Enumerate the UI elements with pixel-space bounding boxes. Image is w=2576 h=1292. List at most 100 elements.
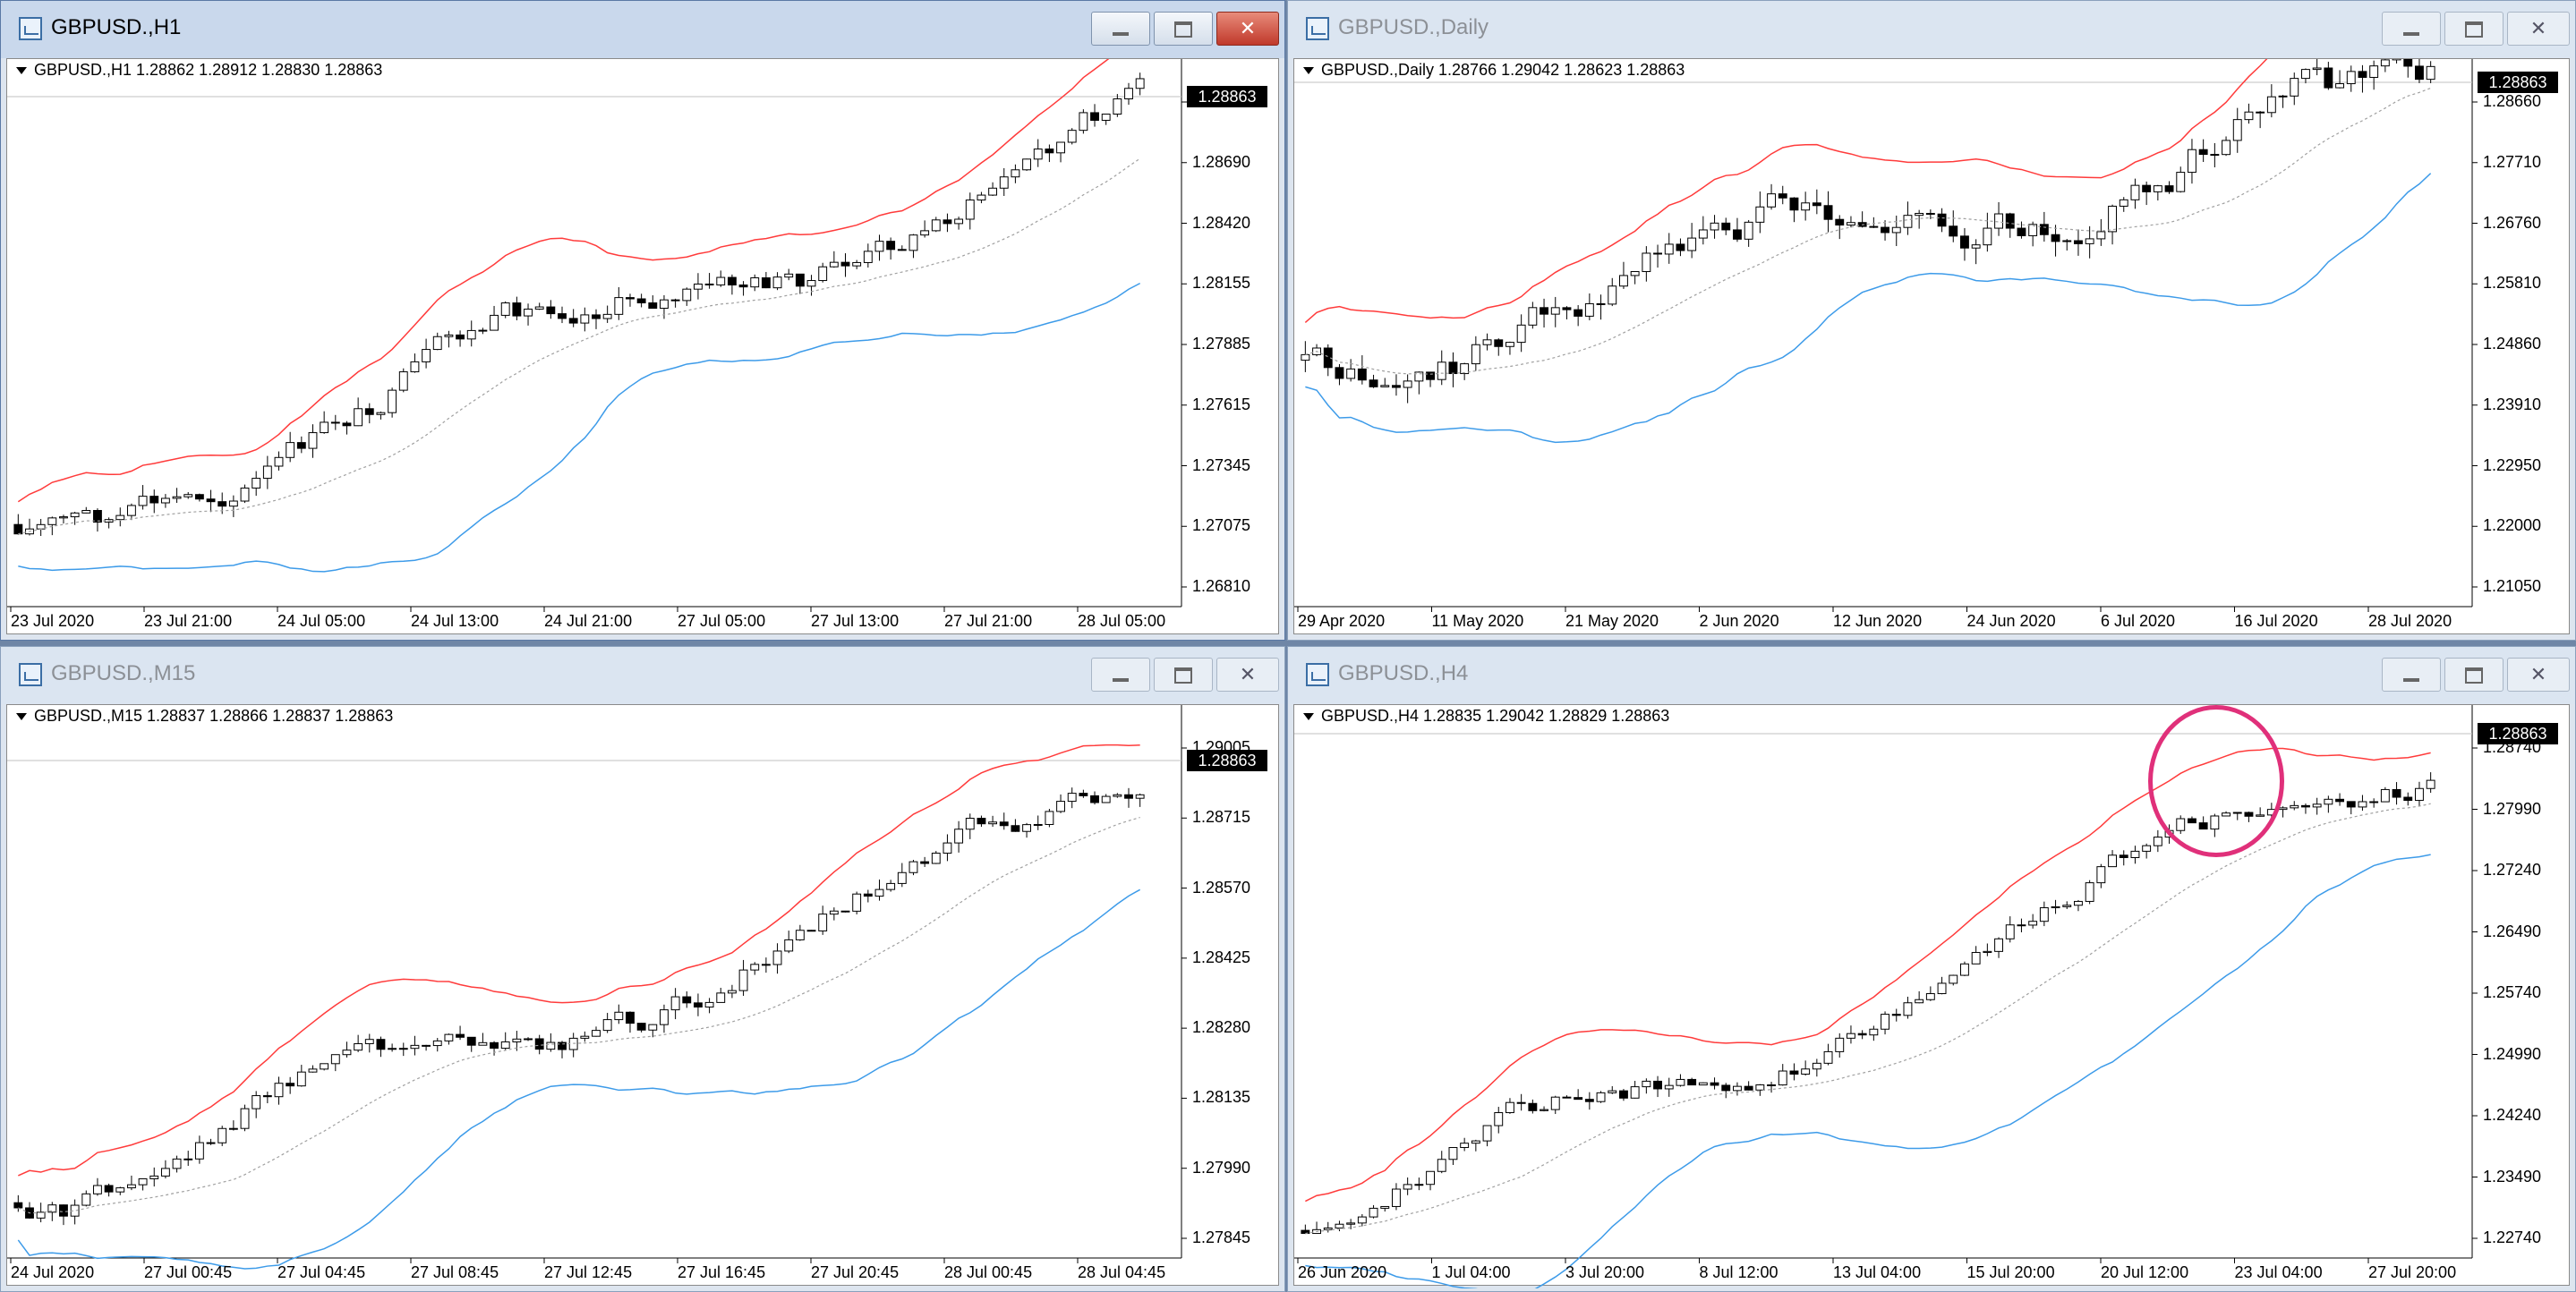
candle-body: [2380, 788, 2390, 803]
candle-body: [1891, 1014, 1901, 1016]
candle-body: [2164, 185, 2174, 192]
candle-body: [1789, 197, 1799, 211]
bollinger-lower-band: [18, 282, 1141, 573]
candle-body: [149, 1175, 159, 1179]
candle-body: [81, 1193, 91, 1206]
candle-body: [1812, 202, 1821, 207]
candle-body: [874, 241, 884, 252]
candle-body: [1698, 229, 1708, 239]
close-button[interactable]: ✕: [2507, 658, 2570, 692]
candle-body: [1067, 793, 1077, 803]
candle-body: [1562, 1096, 1572, 1099]
candle-body: [772, 950, 782, 965]
dropdown-triangle-icon[interactable]: [16, 67, 27, 75]
close-button[interactable]: ✕: [2507, 12, 2570, 46]
time-label: 11 May 2020: [1431, 612, 1524, 630]
candle-body: [1881, 226, 1889, 234]
minimize-button[interactable]: [1091, 658, 1150, 692]
dropdown-triangle-icon[interactable]: [16, 713, 27, 721]
candle-body: [806, 280, 816, 287]
chart-area[interactable]: GBPUSD.,Daily 1.28766 1.29042 1.28623 1.…: [1293, 58, 2570, 634]
candle-body: [1090, 795, 1099, 803]
maximize-button[interactable]: [2444, 658, 2503, 692]
ohlc-readout: GBPUSD.,H4 1.28835 1.29042 1.28829 1.288…: [1321, 707, 1670, 725]
candle-body: [1067, 130, 1077, 143]
chart-area[interactable]: GBPUSD.,H4 1.28835 1.29042 1.28829 1.288…: [1293, 704, 2570, 1288]
price-label: 1.22000: [2483, 516, 2542, 535]
candle-body: [795, 930, 805, 940]
dropdown-triangle-icon[interactable]: [1303, 67, 1314, 75]
price-label: 1.24990: [2483, 1044, 2542, 1063]
candle-body: [47, 1204, 57, 1213]
title-bar[interactable]: GBPUSD.,H4 ✕: [1288, 647, 2575, 704]
chart-area[interactable]: GBPUSD.,H1 1.28862 1.28912 1.28830 1.288…: [6, 58, 1279, 634]
candle-body: [2198, 149, 2208, 156]
window-title: GBPUSD.,M15: [51, 661, 196, 685]
candle-body: [999, 821, 1009, 827]
title-bar[interactable]: GBPUSD.,H1 ✕: [1, 1, 1284, 58]
candle-body: [1733, 229, 1742, 240]
candle-body: [2290, 78, 2299, 97]
candle-body: [2278, 807, 2288, 811]
candle-body: [784, 939, 794, 952]
candle-body: [1135, 794, 1145, 799]
bollinger-lower-band: [1305, 173, 2432, 444]
bollinger-middle-band: [1305, 87, 2431, 375]
bollinger-upper-band: [1304, 59, 2268, 323]
price-label: 1.24240: [2483, 1106, 2542, 1124]
time-label: 23 Jul 04:00: [2234, 1263, 2323, 1281]
chart-window-daily[interactable]: GBPUSD.,Daily ✕ GBPUSD.,Daily 1.28766 1.…: [1287, 0, 2576, 641]
maximize-button[interactable]: [1154, 12, 1213, 46]
dropdown-triangle-icon[interactable]: [1303, 713, 1314, 721]
candle-body: [2096, 866, 2106, 884]
candle-body: [1079, 112, 1088, 132]
chart-window-h4[interactable]: GBPUSD.,H4 ✕ GBPUSD.,H4 1.28835 1.29042 …: [1287, 646, 2576, 1292]
candle-body: [252, 478, 261, 489]
chart-window-m15[interactable]: GBPUSD.,M15 ✕ GBPUSD.,M15 1.28837 1.2886…: [0, 646, 1285, 1292]
candle-body: [2415, 787, 2424, 802]
title-bar[interactable]: GBPUSD.,M15 ✕: [1, 647, 1284, 704]
candle-body: [2051, 905, 2060, 909]
candle-body: [693, 1002, 703, 1008]
candle-body: [1596, 1092, 1606, 1102]
price-label: 1.25810: [2483, 274, 2542, 293]
title-bar[interactable]: GBPUSD.,Daily ✕: [1288, 1, 2575, 58]
candles-group: [1301, 772, 2435, 1235]
price-label: 1.28715: [1192, 808, 1251, 827]
price-plot: [7, 59, 1187, 612]
candle-body: [160, 497, 170, 504]
ohlc-readout: GBPUSD.,Daily 1.28766 1.29042 1.28623 1.…: [1321, 61, 1685, 79]
candle-body: [1687, 237, 1697, 251]
close-button[interactable]: ✕: [1216, 658, 1279, 692]
time-label: 13 Jul 04:00: [1833, 1263, 1922, 1281]
candle-body: [1540, 307, 1548, 315]
maximize-button[interactable]: [2444, 12, 2503, 46]
minimize-button[interactable]: [1091, 12, 1150, 46]
chart-window-h1[interactable]: GBPUSD.,H1 ✕ GBPUSD.,H1 1.28862 1.28912 …: [0, 0, 1285, 641]
candle-body: [218, 1127, 227, 1143]
maximize-button[interactable]: [1154, 658, 1213, 692]
minimize-button[interactable]: [2382, 12, 2441, 46]
candle-body: [1925, 993, 1935, 1000]
candle-body: [398, 1048, 408, 1050]
maximize-icon: [1174, 667, 1192, 684]
candle-body: [1710, 222, 1719, 231]
candle-body: [1506, 1101, 1514, 1114]
candle-body: [500, 302, 510, 316]
candle-body: [727, 276, 737, 285]
close-button[interactable]: ✕: [1216, 12, 1279, 46]
candle-body: [478, 329, 488, 332]
candle-body: [886, 882, 896, 890]
candle-body: [592, 1030, 601, 1037]
candle-body: [206, 498, 216, 503]
candle-body: [2153, 837, 2162, 846]
candle-body: [2005, 924, 2015, 939]
price-label: 1.27075: [1192, 516, 1251, 535]
candle-body: [1710, 1082, 1719, 1086]
candle-body: [1721, 1084, 1731, 1092]
candle-body: [1022, 158, 1032, 171]
bollinger-middle-band: [1305, 803, 2431, 1235]
chart-area[interactable]: GBPUSD.,M15 1.28837 1.28866 1.28837 1.28…: [6, 704, 1279, 1286]
time-label: 23 Jul 21:00: [144, 612, 233, 630]
minimize-button[interactable]: [2382, 658, 2441, 692]
